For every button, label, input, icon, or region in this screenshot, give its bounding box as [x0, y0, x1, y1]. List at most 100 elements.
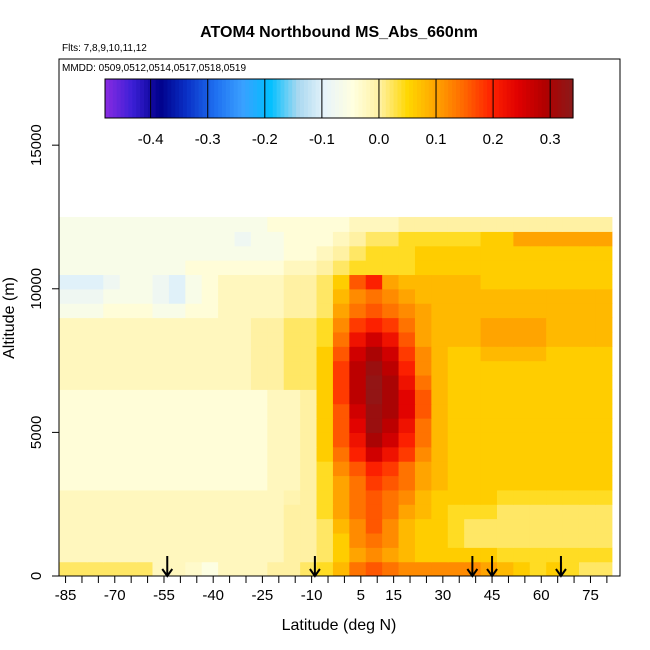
heatmap-cell: [414, 216, 432, 232]
heatmap-cell: [168, 303, 186, 319]
heatmap-cell: [185, 547, 203, 563]
heatmap-cell: [480, 418, 498, 433]
heatmap-cell: [464, 303, 482, 319]
heatmap-cell: [398, 489, 416, 505]
heatmap-cell: [578, 317, 596, 333]
heatmap-cell: [464, 532, 482, 548]
heatmap-cell: [578, 432, 596, 448]
heatmap-cell: [316, 432, 334, 448]
heatmap-cell: [414, 532, 432, 548]
heatmap-cell: [119, 231, 137, 247]
heatmap-cell: [152, 317, 170, 333]
heatmap-cell: [365, 317, 383, 333]
colorbar-swatch: [471, 79, 477, 118]
colorbar-swatch: [413, 79, 418, 118]
heatmap-cell: [480, 303, 498, 319]
heatmap-cell: [70, 461, 88, 477]
heatmap-cell: [513, 303, 531, 319]
heatmap-cell: [234, 475, 252, 491]
heatmap-cell: [283, 461, 301, 477]
heatmap-cell: [431, 374, 449, 390]
heatmap-cell: [496, 475, 514, 491]
heatmap-cell: [250, 475, 268, 491]
heatmap-cell: [218, 446, 236, 462]
heatmap-cell: [119, 303, 137, 319]
colorbar-swatch: [362, 79, 367, 118]
heatmap-cell: [185, 461, 203, 477]
heatmap-cell: [300, 403, 318, 419]
heatmap-cell: [234, 461, 252, 477]
colorbar-swatch: [261, 79, 266, 118]
heatmap-cell: [578, 418, 596, 433]
colorbar-swatch: [569, 79, 574, 118]
heatmap-cell: [562, 446, 580, 462]
heatmap-cell: [316, 231, 334, 247]
heatmap-cell: [595, 432, 613, 448]
x-tick-label: 15: [385, 587, 402, 604]
heatmap-cell: [496, 389, 514, 405]
heatmap-cell: [168, 547, 186, 563]
heatmap-cell: [103, 374, 121, 390]
heatmap-cell: [496, 561, 514, 576]
colorbar-swatch: [300, 79, 305, 118]
heatmap-cell: [86, 274, 104, 290]
heatmap-cell: [414, 432, 432, 448]
heatmap-cell: [464, 461, 482, 477]
heatmap-cell: [234, 274, 252, 290]
heatmap-cell: [185, 231, 203, 247]
heatmap-cell: [447, 216, 465, 232]
heatmap-cell: [332, 216, 350, 232]
heatmap-cell: [250, 317, 268, 333]
colorbar-swatch: [323, 79, 328, 118]
heatmap-cell: [136, 561, 154, 576]
heatmap-cell: [136, 475, 154, 491]
heatmap-cell: [447, 346, 465, 362]
heatmap-cell: [300, 374, 318, 390]
heatmap-cell: [365, 260, 383, 276]
heatmap-cell: [562, 532, 580, 548]
colorbar-swatch: [549, 79, 555, 118]
colorbar-frame: [104, 78, 574, 119]
heatmap-cell: [218, 475, 236, 491]
colorbar-swatch: [498, 79, 504, 118]
heatmap-cell: [86, 518, 104, 534]
heatmap-cell: [168, 561, 186, 576]
heatmap-cell: [267, 374, 285, 390]
x-tick-label: 30: [434, 587, 451, 604]
x-tick-label: -70: [104, 587, 126, 604]
heatmap-cell: [283, 561, 301, 576]
heatmap-cell: [332, 260, 350, 276]
heatmap-cell: [332, 360, 350, 376]
colorbar-swatch: [463, 79, 469, 118]
heatmap-cell: [283, 489, 301, 505]
colorbar-swatch: [284, 79, 289, 118]
heatmap-cell: [480, 475, 498, 491]
heatmap-cell: [250, 231, 268, 247]
heatmap-cell: [267, 446, 285, 462]
heatmap-cell: [267, 216, 285, 232]
heatmap-cell: [300, 504, 318, 520]
heatmap-cell: [496, 216, 514, 232]
heatmap-cell: [185, 504, 203, 520]
heatmap-cell: [529, 374, 547, 390]
heatmap-cell: [185, 403, 203, 419]
heatmap-cell: [300, 432, 318, 448]
heatmap-cell: [398, 461, 416, 477]
heatmap-cell: [103, 489, 121, 505]
heatmap-cell: [513, 216, 531, 232]
colorbar-tick-label: 0.3: [540, 131, 561, 148]
colorbar-swatch: [112, 79, 118, 118]
heatmap-cell: [398, 317, 416, 333]
heatmap-cell: [119, 504, 137, 520]
heatmap-cell: [250, 489, 268, 505]
heatmap-cell: [300, 274, 318, 290]
colorbar-swatch: [307, 79, 313, 118]
heatmap-cell: [496, 489, 514, 505]
heatmap-cell: [103, 216, 121, 232]
heatmap-cell: [218, 389, 236, 405]
colorbar-swatch: [444, 79, 449, 118]
heatmap-cell: [546, 489, 564, 505]
heatmap-cell: [250, 461, 268, 477]
heatmap-cell: [464, 274, 482, 290]
heatmap-cell: [234, 245, 252, 261]
